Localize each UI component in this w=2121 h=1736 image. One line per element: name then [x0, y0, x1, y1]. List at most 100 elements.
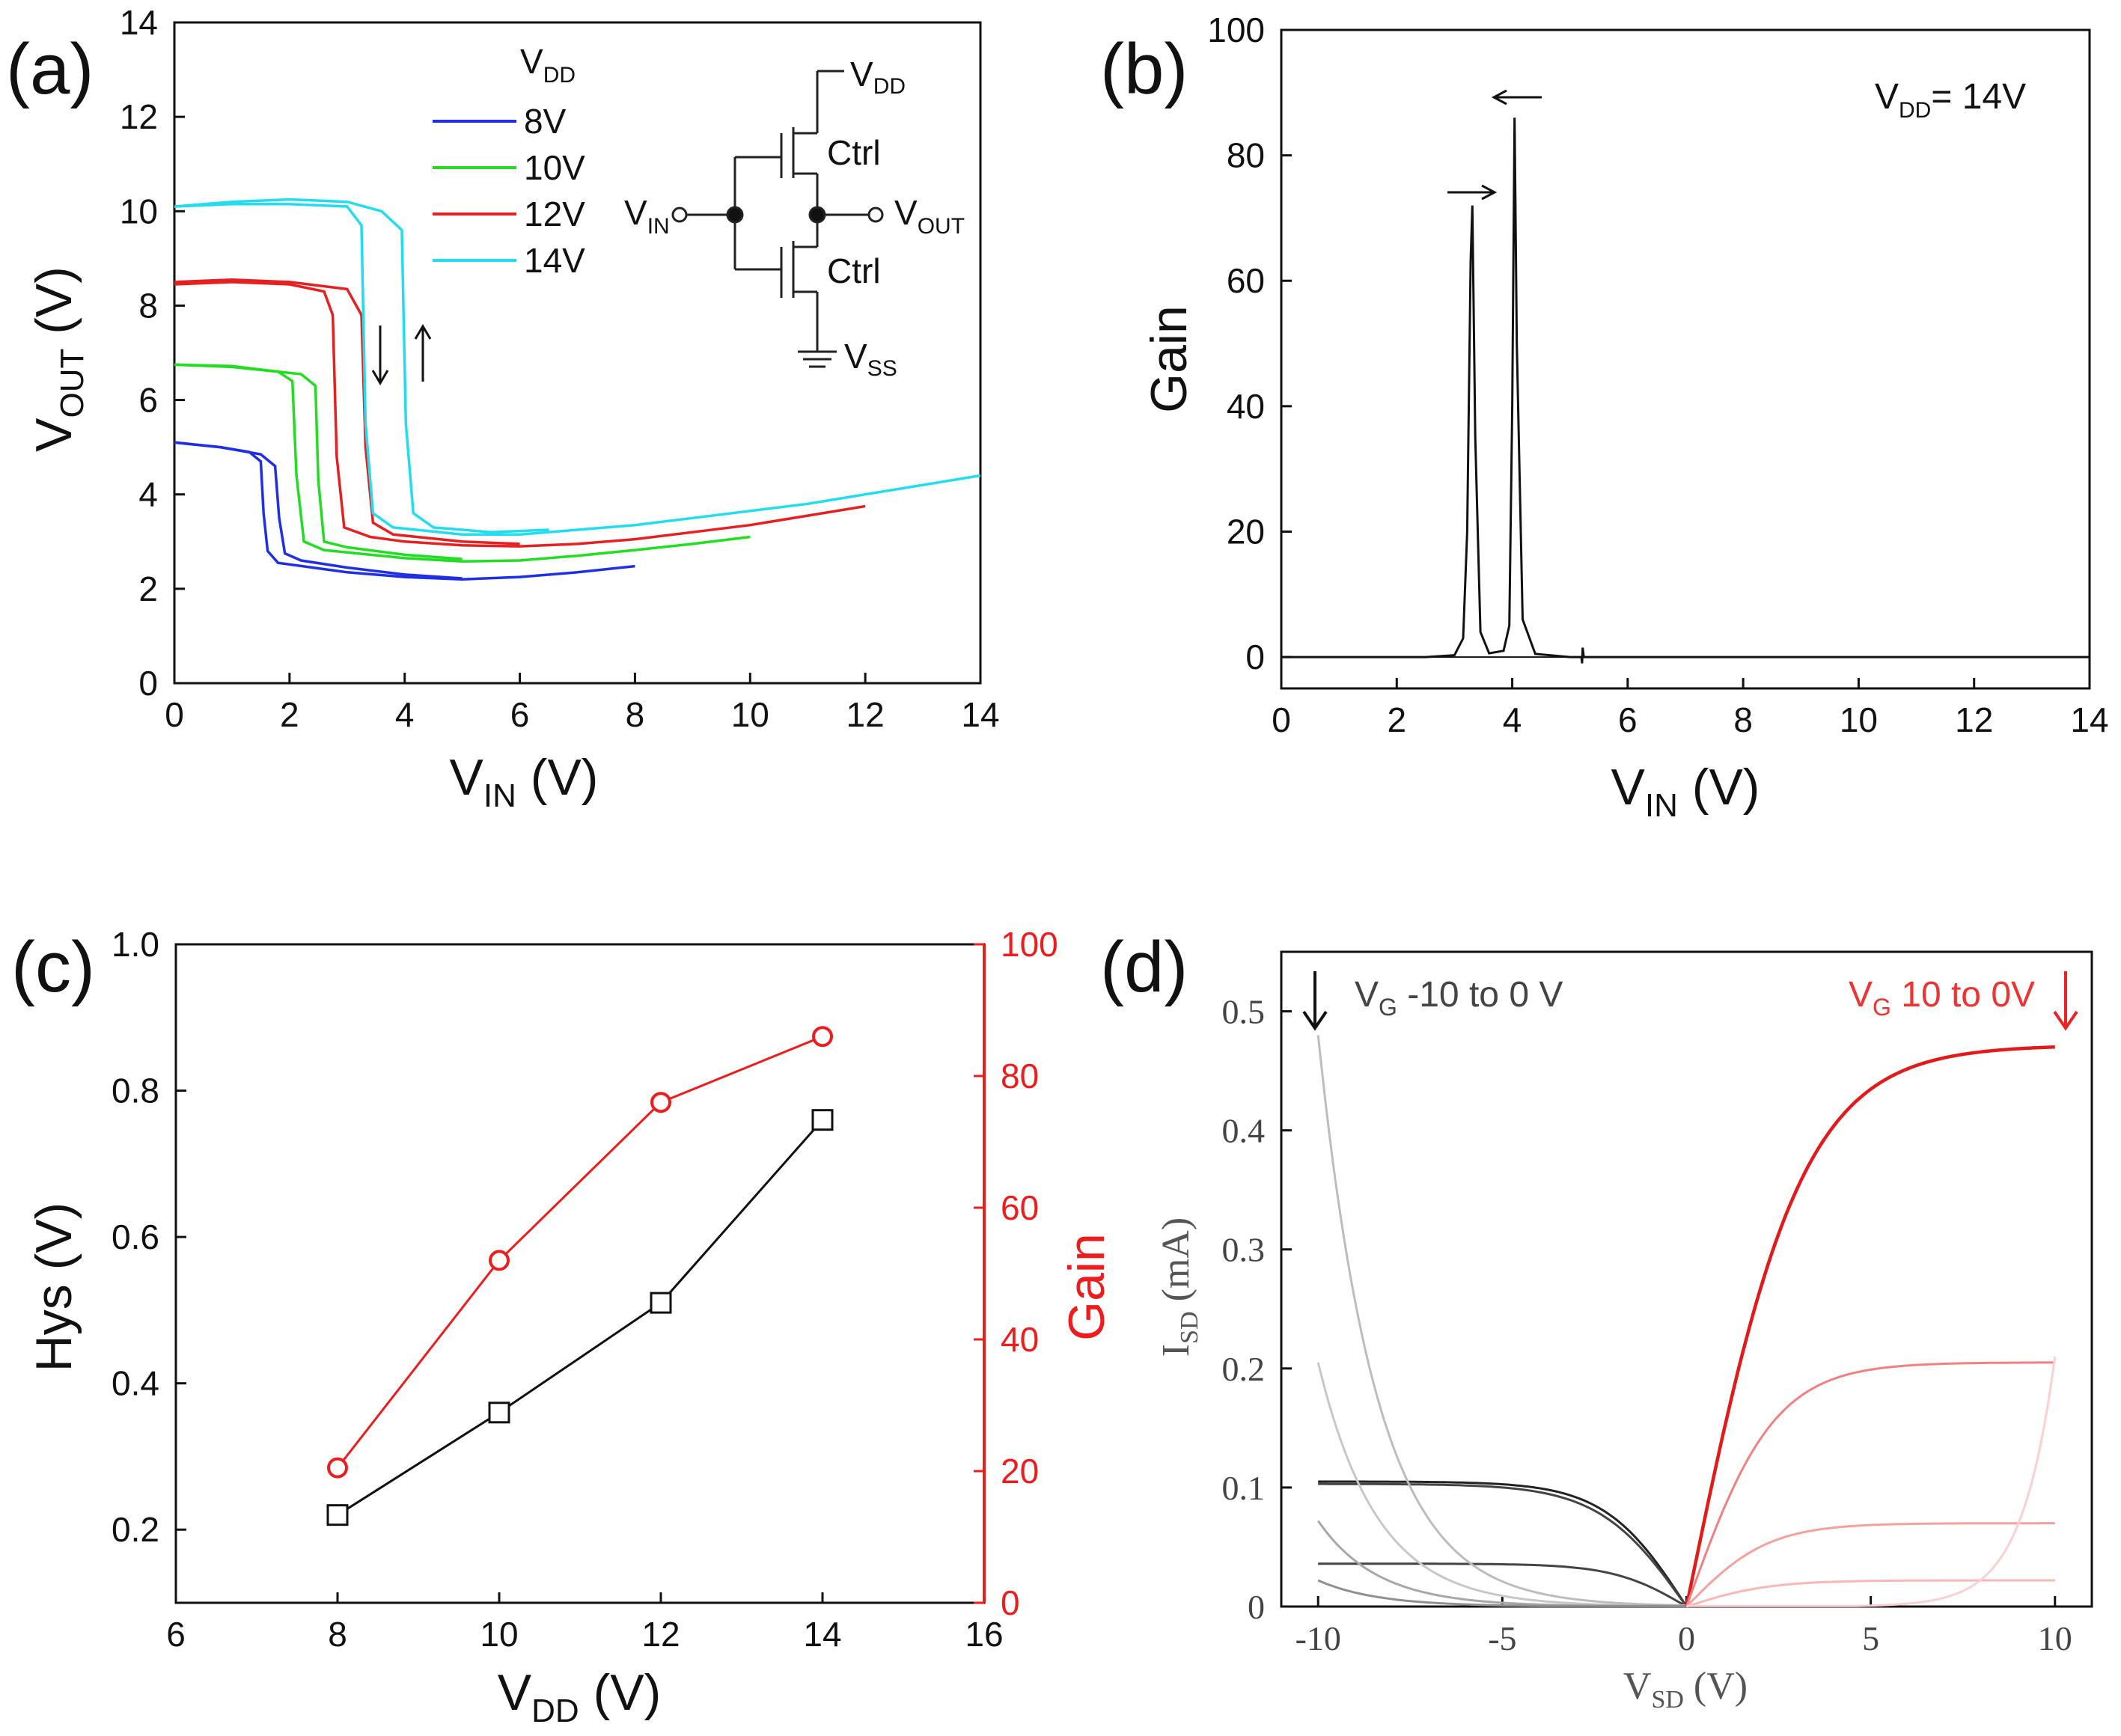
panel-a-y-axis-label: VOUT (V)	[25, 266, 91, 452]
x-tick-label: 2	[1387, 700, 1406, 739]
circuit-vin-label: VIN	[624, 193, 670, 239]
y-tick-label: 14	[120, 3, 158, 42]
legend-label-12v: 12V	[524, 195, 585, 233]
panel-b-y-axis-label: Gain	[1141, 305, 1197, 413]
x-tick-label: -10	[1296, 1619, 1341, 1657]
x-tick-label: 12	[641, 1615, 680, 1654]
vtc-curve-8v-reverse	[174, 441, 463, 580]
panel-c-curves	[326, 1026, 834, 1526]
panel-c-y-axis-label-left: Hys (V)	[25, 1202, 82, 1372]
hys-point-marker	[811, 1109, 834, 1131]
x-tick-label: 6	[510, 695, 530, 734]
vtc-curve-12v-forward	[174, 281, 866, 548]
legend-label-10v: 10V	[524, 148, 585, 187]
vtc-curve-14v-reverse	[174, 198, 549, 534]
panel-d-x-axis-label: VSD (V)	[1623, 1665, 1748, 1714]
hys-point-marker	[326, 1504, 349, 1526]
panel-d-frame	[1280, 950, 2093, 1608]
isd-curve-10	[1686, 1579, 2055, 1608]
circuit-ctrl-bottom-label: Ctrl	[827, 251, 881, 290]
x-tick-label: 8	[626, 695, 645, 734]
gain-point-marker	[327, 1457, 348, 1479]
y-tick-label-right: 20	[1001, 1452, 1039, 1491]
isd-curve-9	[1685, 1522, 2055, 1608]
isd-curve-3	[1316, 1035, 1687, 1607]
panel-a-frame	[173, 21, 982, 685]
y-tick-label: 6	[138, 381, 158, 420]
panel-c-label: (c)	[11, 927, 95, 1007]
series-line-hys	[337, 1119, 824, 1516]
gain-point-marker	[489, 1250, 510, 1271]
y-tick-label: 4	[138, 475, 158, 514]
y-tick-label: 0	[1245, 638, 1265, 676]
y-tick-label-left: 0.2	[112, 1510, 159, 1549]
circuit-ctrl-top-label: Ctrl	[827, 133, 881, 172]
isd-curve-0	[1318, 1480, 1688, 1607]
panel-c-ticks: 6 8 10 12 14 16 0.2 0.4 0.6 0.8 1.0 0 20 40 60 80 100	[112, 925, 1058, 1654]
x-tick-label: 12	[1955, 700, 1993, 739]
vtc-curve-14v-forward	[174, 203, 981, 537]
panel-b-x-axis-label: VIN (V)	[1611, 759, 1760, 824]
x-tick-label: 10	[731, 695, 769, 734]
x-tick-label: 8	[328, 1615, 347, 1654]
panel-c: (c) 6 8 10 12 14 16 0.2 0.4 0.6 0.8 1.0 0 20 40 60 80 10…	[11, 925, 1115, 1729]
y-tick-label: 60	[1227, 261, 1265, 300]
panel-b: (b) 0 2 4 6 8 10 12 14 0 20 40 60 80 100 VIN (V) Gain…	[1100, 10, 2109, 824]
y-tick-label: 0.3	[1222, 1231, 1266, 1269]
y-tick-label-right: 0	[1001, 1583, 1020, 1622]
panel-a: (a) 0 2 4 6 8 10 12 14 0 2 4 6 8 10 12 14 VIN (V) VOUT …	[6, 3, 1000, 814]
x-tick-label: 16	[965, 1615, 1003, 1654]
y-tick-label: 8	[138, 286, 158, 325]
panel-d-ticks: -10 -5 0 5 10 0 0.1 0.2 0.3 0.4 0.5	[1222, 993, 2072, 1657]
x-tick-label: 12	[846, 695, 885, 734]
panel-a-sweep-arrows	[371, 324, 432, 385]
x-tick-label: 0	[1272, 700, 1291, 739]
panel-d-curves	[1316, 1035, 2057, 1608]
y-tick-label: 0.1	[1222, 1469, 1266, 1507]
isd-curve-8	[1685, 1361, 2055, 1607]
panel-a-x-axis-label: VIN (V)	[450, 749, 599, 814]
panel-c-frame	[174, 943, 986, 1604]
gain-curve	[1281, 117, 2090, 664]
y-tick-label: 20	[1227, 512, 1265, 551]
panel-b-sweep-arrows	[1447, 89, 1542, 201]
series-line-gain	[336, 1035, 823, 1469]
isd-curve-6	[1317, 1579, 1687, 1607]
y-tick-label: 10	[120, 192, 158, 230]
legend-label-8v: 8V	[524, 102, 567, 141]
hys-point-marker	[650, 1292, 672, 1314]
panel-a-inverter-circuit	[671, 70, 884, 368]
y-tick-label-left: 0.4	[112, 1364, 159, 1403]
legend-label-14v: 14V	[524, 241, 585, 280]
x-tick-label: -5	[1488, 1619, 1516, 1657]
circuit-vout-label: VOUT	[894, 193, 965, 239]
isd-curve-11	[1686, 1356, 2057, 1607]
hys-point-marker	[488, 1402, 510, 1424]
panel-d-annotation-left: VG -10 to 0 V	[1355, 975, 1563, 1021]
x-tick-label: 10	[1840, 700, 1878, 739]
panel-d-label: (d)	[1100, 927, 1188, 1007]
x-tick-label: 4	[395, 695, 415, 734]
y-tick-label: 0.4	[1222, 1112, 1266, 1150]
y-tick-label: 0.2	[1222, 1350, 1266, 1388]
y-tick-label: 100	[1207, 10, 1265, 49]
isd-curve-7	[1685, 1045, 2055, 1607]
x-tick-label: 2	[280, 695, 299, 734]
gain-point-marker	[812, 1026, 833, 1048]
x-tick-label: 6	[166, 1615, 186, 1654]
y-tick-label: 80	[1227, 136, 1265, 175]
y-tick-label: 40	[1227, 387, 1265, 426]
y-tick-label: 0	[138, 664, 158, 703]
y-tick-label-right: 100	[1001, 925, 1058, 964]
gain-point-marker	[650, 1092, 671, 1113]
y-tick-label: 0.5	[1222, 993, 1266, 1031]
panel-c-y-axis-label-right: Gain	[1058, 1233, 1115, 1341]
x-tick-label: 10	[480, 1615, 518, 1654]
x-tick-label: 5	[1862, 1619, 1879, 1657]
panel-b-vdd-annotation: VDD= 14V	[1875, 77, 2026, 123]
y-tick-label-left: 1.0	[112, 925, 159, 964]
panel-a-legend: 8V 10V 12V 14V	[433, 102, 585, 280]
x-tick-label: 4	[1503, 700, 1522, 739]
x-tick-label: 0	[1678, 1619, 1695, 1657]
